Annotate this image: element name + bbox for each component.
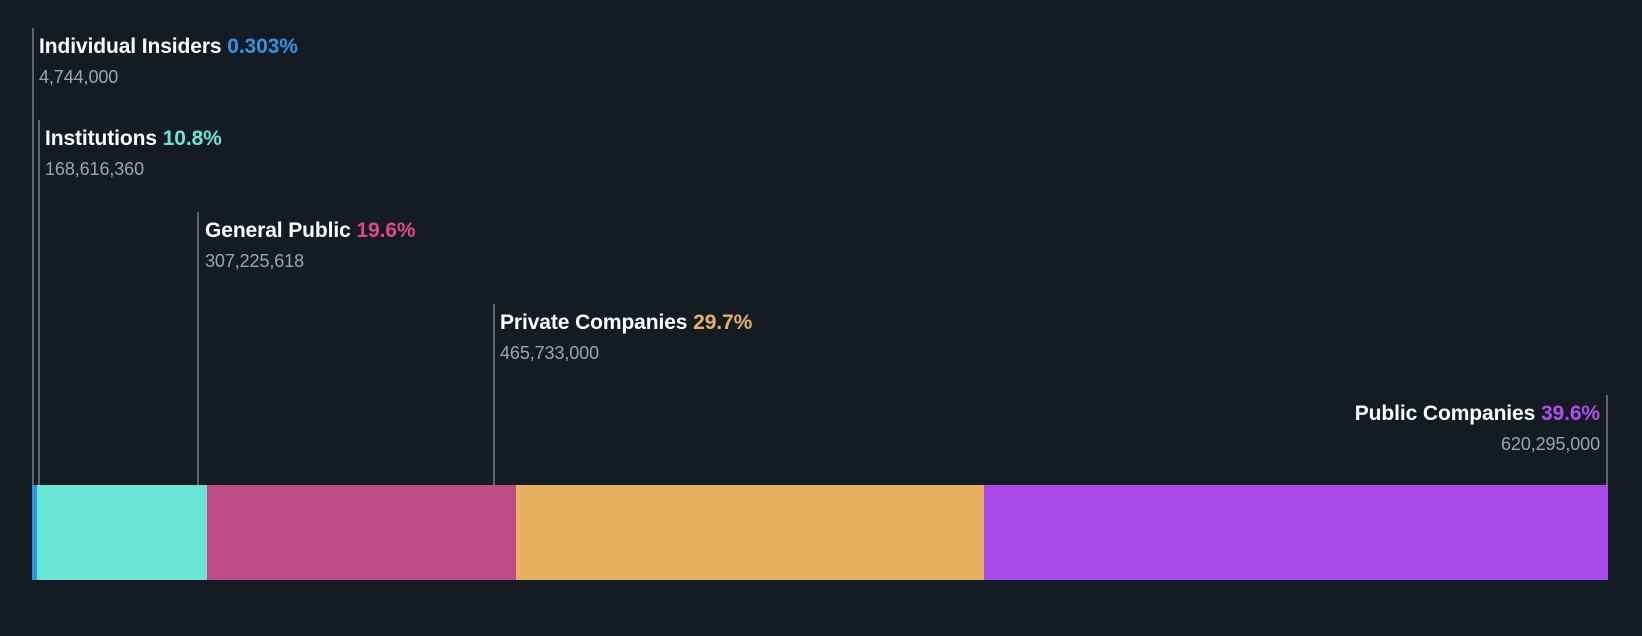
leader-line-institutions (38, 120, 40, 485)
label-title-individual-insiders: Individual Insiders 0.303% (39, 34, 298, 59)
label-title-general-public: General Public 19.6% (205, 218, 416, 243)
segment-shares-institutions: 168,616,360 (45, 159, 144, 179)
segment-name-institutions: Institutions (45, 127, 157, 150)
segment-pct-individual-insiders: 0.303% (227, 35, 298, 58)
leader-line-general-public (197, 212, 199, 485)
label-private-companies: Private Companies 29.7% 465,733,000 (500, 310, 752, 365)
bar-segment-public-companies[interactable] (983, 485, 1608, 580)
segment-pct-public-companies: 39.6% (1540, 402, 1600, 425)
segment-pct-general-public: 19.6% (356, 219, 416, 242)
segment-name-private-companies: Private Companies (500, 311, 688, 334)
label-individual-insiders: Individual Insiders 0.303% 4,744,000 (39, 34, 298, 89)
label-title-private-companies: Private Companies 29.7% (500, 310, 752, 335)
segment-shares-public-companies: 620,295,000 (1501, 434, 1600, 454)
bar-segment-general-public[interactable] (206, 485, 516, 580)
segment-shares-individual-insiders: 4,744,000 (39, 67, 119, 87)
segment-shares-private-companies: 465,733,000 (500, 343, 599, 363)
segment-pct-institutions: 10.8% (162, 127, 222, 150)
segment-name-general-public: General Public (205, 219, 351, 242)
label-general-public: General Public 19.6% 307,225,618 (205, 218, 416, 273)
leader-line-individual-insiders (32, 28, 34, 485)
label-public-companies: Public Companies 39.6% 620,295,000 (1355, 401, 1600, 456)
leader-line-public-companies (1606, 395, 1608, 485)
leader-line-private-companies (493, 304, 495, 485)
segment-pct-private-companies: 29.7% (693, 311, 753, 334)
bar-segment-individual-insiders[interactable] (32, 485, 37, 580)
bar-segment-institutions[interactable] (36, 485, 207, 580)
segment-name-public-companies: Public Companies (1354, 402, 1536, 425)
stacked-ownership-bar (32, 485, 1608, 580)
label-title-institutions: Institutions 10.8% (45, 126, 222, 151)
segment-name-individual-insiders: Individual Insiders (39, 35, 222, 58)
segment-shares-general-public: 307,225,618 (205, 251, 304, 271)
label-institutions: Institutions 10.8% 168,616,360 (45, 126, 222, 181)
label-title-public-companies: Public Companies 39.6% (1355, 401, 1600, 426)
bar-segment-private-companies[interactable] (515, 485, 984, 580)
